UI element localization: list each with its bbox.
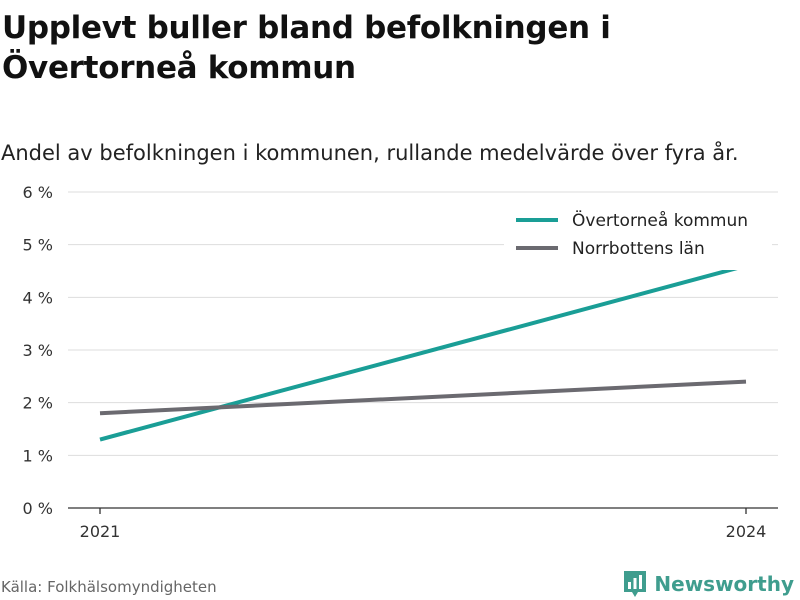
y-tick-label: 3 %: [23, 341, 53, 360]
bar-chart-logo-icon: [624, 571, 647, 597]
y-tick-label: 6 %: [23, 183, 53, 202]
source-note: Källa: Folkhälsomyndigheten: [1, 578, 217, 596]
y-tick-label: 5 %: [23, 236, 53, 255]
y-tick-label: 1 %: [23, 446, 53, 465]
line-chart: 0 % 1 % 2 % 3 % 4 % 5 % 6 % 2021 2024 Övertorneå …: [23, 183, 778, 541]
chart-subtitle: Andel av befolkningen i kommunen, rullan…: [1, 141, 739, 165]
y-tick-label: 4 %: [23, 288, 53, 307]
brand-logo: Newsworthy: [622, 569, 794, 599]
legend-label: Övertorneå kommun: [572, 209, 748, 231]
series-line-2: [99, 379, 747, 416]
chart-title: Upplevt buller bland befolkningen i Över…: [2, 10, 611, 86]
y-tick-label: 2 %: [23, 394, 53, 413]
x-tick-label: 2024: [726, 522, 767, 541]
legend-background: [504, 206, 772, 270]
x-tick-label: 2021: [80, 522, 121, 541]
series-line-1: [99, 263, 747, 442]
legend-label: Norrbottens län: [572, 239, 705, 259]
brand-name: Newsworthy: [654, 572, 794, 596]
y-tick-label: 0 %: [23, 499, 53, 518]
